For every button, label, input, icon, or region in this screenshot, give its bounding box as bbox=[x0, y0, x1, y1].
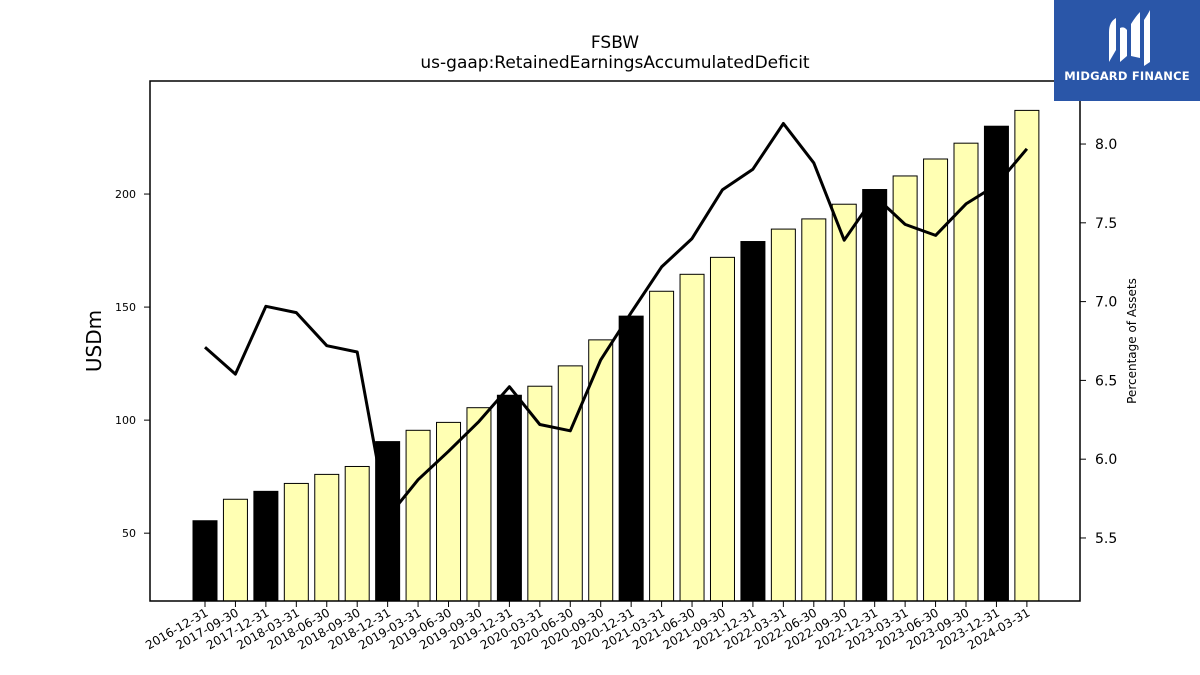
bar-2022-09-30 bbox=[831, 203, 857, 602]
bar-2018-09-30 bbox=[344, 465, 370, 602]
y-tick-label: 200 bbox=[115, 188, 136, 201]
logo-text: MIDGARD FINANCE bbox=[1064, 69, 1190, 83]
bar-2020-12-31 bbox=[618, 315, 644, 602]
bar-2021-12-31 bbox=[740, 241, 766, 602]
y-tick-label: 150 bbox=[115, 301, 136, 314]
bar-2017-09-30 bbox=[222, 498, 248, 602]
bar-2022-12-31 bbox=[862, 189, 888, 602]
bar-2023-12-31 bbox=[983, 125, 1009, 602]
y-right-tick-label: 7.5 bbox=[1095, 216, 1117, 232]
line-percentage-of-assets bbox=[204, 122, 1029, 519]
bar-2024-03-31 bbox=[1014, 109, 1040, 602]
bar-2021-03-31 bbox=[649, 290, 675, 602]
bar-2018-03-31 bbox=[283, 482, 309, 602]
logo-mark-icon bbox=[1109, 10, 1150, 66]
bar-2016-12-31 bbox=[192, 520, 218, 602]
chart-subtitle: us-gaap:RetainedEarningsAccumulatedDefic… bbox=[420, 53, 810, 73]
y-axis-right: 5.5 6.0 6.5 7.0 7.5 8.0 bbox=[1080, 137, 1117, 547]
bar-2019-09-30 bbox=[466, 407, 492, 602]
y-tick-label: 50 bbox=[122, 527, 136, 540]
bars bbox=[192, 109, 1040, 602]
bar-2017-12-31 bbox=[253, 490, 279, 602]
bar-2019-03-31 bbox=[405, 429, 431, 602]
bar-2020-06-30 bbox=[557, 365, 583, 602]
y-axis-left: 50 100 150 200 bbox=[115, 188, 150, 540]
bar-2020-03-31 bbox=[527, 385, 553, 602]
y-right-tick-label: 8.0 bbox=[1095, 137, 1117, 153]
y-right-tick-label: 6.5 bbox=[1095, 373, 1117, 389]
bar-2021-09-30 bbox=[709, 256, 735, 602]
y-axis-label-right: Percentage of Assets bbox=[1125, 278, 1139, 404]
line-series bbox=[204, 122, 1029, 519]
plot-frame bbox=[149, 80, 1081, 602]
y-right-tick-label: 6.0 bbox=[1095, 452, 1117, 468]
y-right-tick-label: 7.0 bbox=[1095, 295, 1117, 311]
y-axis-label: USDm bbox=[82, 310, 106, 372]
bar-2022-06-30 bbox=[801, 218, 827, 602]
logo: MIDGARD FINANCE bbox=[1054, 0, 1200, 101]
y-right-tick-label: 5.5 bbox=[1095, 531, 1117, 547]
bar-2019-12-31 bbox=[496, 394, 522, 602]
bar-2018-06-30 bbox=[314, 473, 340, 602]
y-tick-label: 100 bbox=[115, 414, 136, 427]
x-axis: 2016-12-312017-09-302017-12-312018-03-31… bbox=[143, 601, 1032, 652]
bar-2023-03-31 bbox=[892, 175, 918, 602]
bar-2021-06-30 bbox=[679, 273, 705, 602]
bar-2022-03-31 bbox=[770, 228, 796, 602]
chart-title: FSBW bbox=[591, 33, 639, 53]
